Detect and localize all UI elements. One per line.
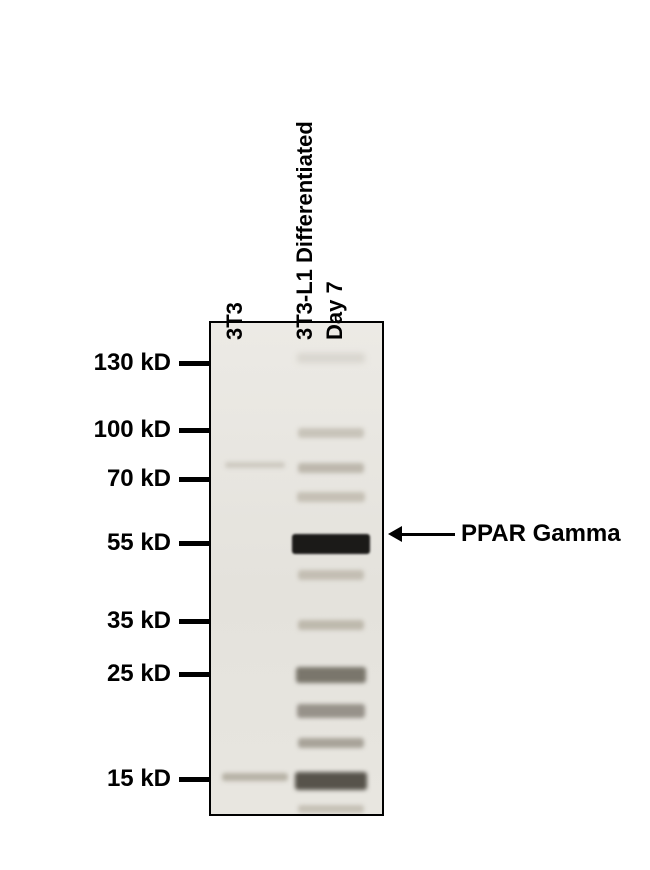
- band-lane2-4: [297, 492, 365, 502]
- band-lane2-12: [298, 805, 364, 813]
- band-lane2-5: [292, 534, 370, 554]
- lane-label-2: 3T3-L1 Differentiated: [292, 121, 318, 340]
- blot-membrane: [209, 321, 384, 816]
- mw-label-5: 25 kD: [107, 660, 171, 688]
- lane-label-1: 3T3: [222, 302, 248, 340]
- band-lane2-10: [298, 738, 364, 748]
- band-lane2-11: [295, 772, 367, 790]
- mw-label-0: 130 kD: [94, 349, 171, 377]
- band-lane2-3: [298, 463, 364, 473]
- band-lane2-6: [298, 570, 364, 580]
- band-lane2-2: [298, 428, 364, 438]
- mw-label-6: 15 kD: [107, 765, 171, 793]
- target-arrow-head-icon: [388, 526, 402, 542]
- band-lane1-2: [222, 773, 288, 781]
- mw-label-4: 35 kD: [107, 607, 171, 635]
- band-lane2-8: [296, 667, 366, 683]
- mw-tick-0: [179, 361, 209, 366]
- band-lane2-9: [297, 704, 365, 718]
- mw-tick-6: [179, 777, 209, 782]
- mw-tick-1: [179, 428, 209, 433]
- mw-label-3: 55 kD: [107, 529, 171, 557]
- target-protein-label: PPAR Gamma: [461, 520, 621, 548]
- mw-tick-4: [179, 619, 209, 624]
- mw-label-2: 70 kD: [107, 465, 171, 493]
- band-lane2-1: [297, 353, 365, 363]
- mw-label-1: 100 kD: [94, 416, 171, 444]
- lane-label-2-secondary: Day 7: [322, 281, 348, 340]
- mw-tick-3: [179, 541, 209, 546]
- band-lane2-7: [298, 620, 364, 630]
- mw-tick-5: [179, 672, 209, 677]
- target-arrow-line: [400, 533, 455, 536]
- band-lane1-1: [225, 462, 285, 468]
- mw-tick-2: [179, 477, 209, 482]
